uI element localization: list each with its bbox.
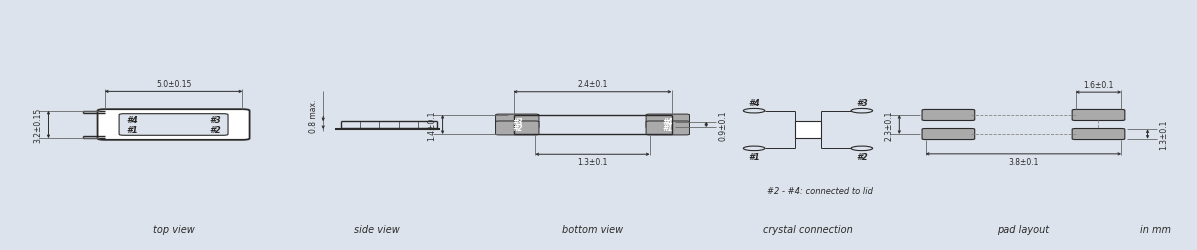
Text: 1.4±0.1: 1.4±0.1 [427, 110, 437, 140]
Text: #1: #1 [748, 152, 760, 161]
Text: 1.6±0.1: 1.6±0.1 [1083, 80, 1113, 90]
FancyBboxPatch shape [922, 129, 974, 140]
Bar [795, 122, 821, 138]
Text: #1: #1 [126, 126, 138, 135]
Text: 2.4±0.1: 2.4±0.1 [577, 80, 608, 89]
FancyBboxPatch shape [97, 110, 249, 140]
FancyBboxPatch shape [1073, 129, 1125, 140]
FancyBboxPatch shape [496, 122, 539, 136]
Text: #3: #3 [209, 115, 220, 124]
Text: 0.8 max.: 0.8 max. [309, 99, 318, 132]
FancyBboxPatch shape [119, 114, 227, 136]
Text: #2 - #4: connected to lid: #2 - #4: connected to lid [767, 186, 873, 195]
Text: 5.0±0.15: 5.0±0.15 [156, 80, 192, 89]
Text: crystal connection: crystal connection [764, 224, 852, 234]
Text: #2: #2 [209, 126, 220, 135]
Text: #2: #2 [856, 152, 868, 161]
Text: side view: side view [354, 224, 400, 234]
Text: bottom view: bottom view [561, 224, 624, 234]
Text: 1.3±0.1: 1.3±0.1 [577, 158, 608, 166]
FancyBboxPatch shape [496, 114, 539, 128]
Text: pad layout: pad layout [997, 224, 1050, 234]
Text: #4: #4 [662, 117, 673, 126]
FancyBboxPatch shape [1073, 110, 1125, 121]
Text: #3: #3 [856, 99, 868, 108]
Text: #2: #2 [512, 124, 523, 133]
FancyBboxPatch shape [646, 122, 689, 136]
Text: #1: #1 [662, 124, 673, 133]
Text: in mm: in mm [1140, 224, 1171, 234]
FancyBboxPatch shape [922, 110, 974, 121]
Text: top view: top view [153, 224, 194, 234]
FancyBboxPatch shape [646, 114, 689, 128]
Text: 3.8±0.1: 3.8±0.1 [1008, 157, 1039, 166]
Text: 2.3±0.1: 2.3±0.1 [885, 110, 893, 140]
Text: #4: #4 [748, 99, 760, 108]
Text: 3.2±0.15: 3.2±0.15 [34, 108, 43, 142]
Text: #3: #3 [512, 117, 523, 126]
Text: 1.3±0.1: 1.3±0.1 [1160, 119, 1168, 150]
Text: #4: #4 [126, 115, 138, 124]
Text: 0.9±0.1: 0.9±0.1 [718, 110, 728, 140]
